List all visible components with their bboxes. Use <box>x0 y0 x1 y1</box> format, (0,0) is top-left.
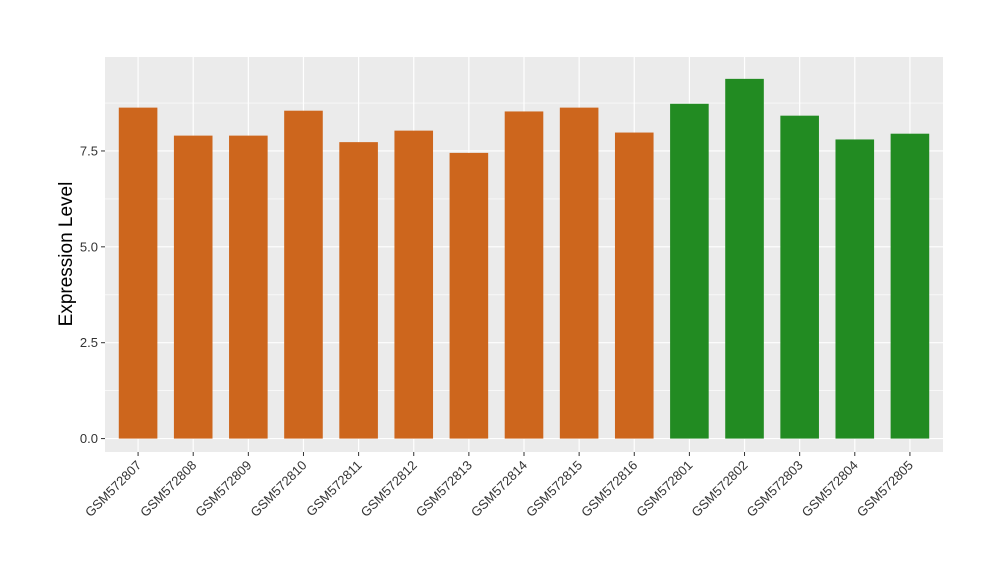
y-tick-label: 2.5 <box>80 335 98 350</box>
y-axis-title: Expression Level <box>56 182 77 327</box>
bar <box>339 142 378 439</box>
bar <box>449 152 489 439</box>
bar <box>173 135 213 439</box>
bar <box>780 115 819 439</box>
bar <box>835 139 875 439</box>
y-tick-label: 0.0 <box>80 431 98 446</box>
bar <box>229 135 268 439</box>
bars <box>118 78 930 439</box>
bar <box>670 103 709 439</box>
bar <box>890 133 930 439</box>
y-axis: 0.0 2.5 5.0 7.5 <box>80 143 105 446</box>
y-tick-label: 5.0 <box>80 239 98 254</box>
bar <box>614 132 654 439</box>
bar <box>394 130 434 439</box>
bar <box>118 107 158 439</box>
bar <box>559 107 599 439</box>
bar <box>725 78 764 439</box>
y-tick-label: 7.5 <box>80 143 98 158</box>
bar <box>284 110 323 439</box>
bar <box>504 111 544 439</box>
